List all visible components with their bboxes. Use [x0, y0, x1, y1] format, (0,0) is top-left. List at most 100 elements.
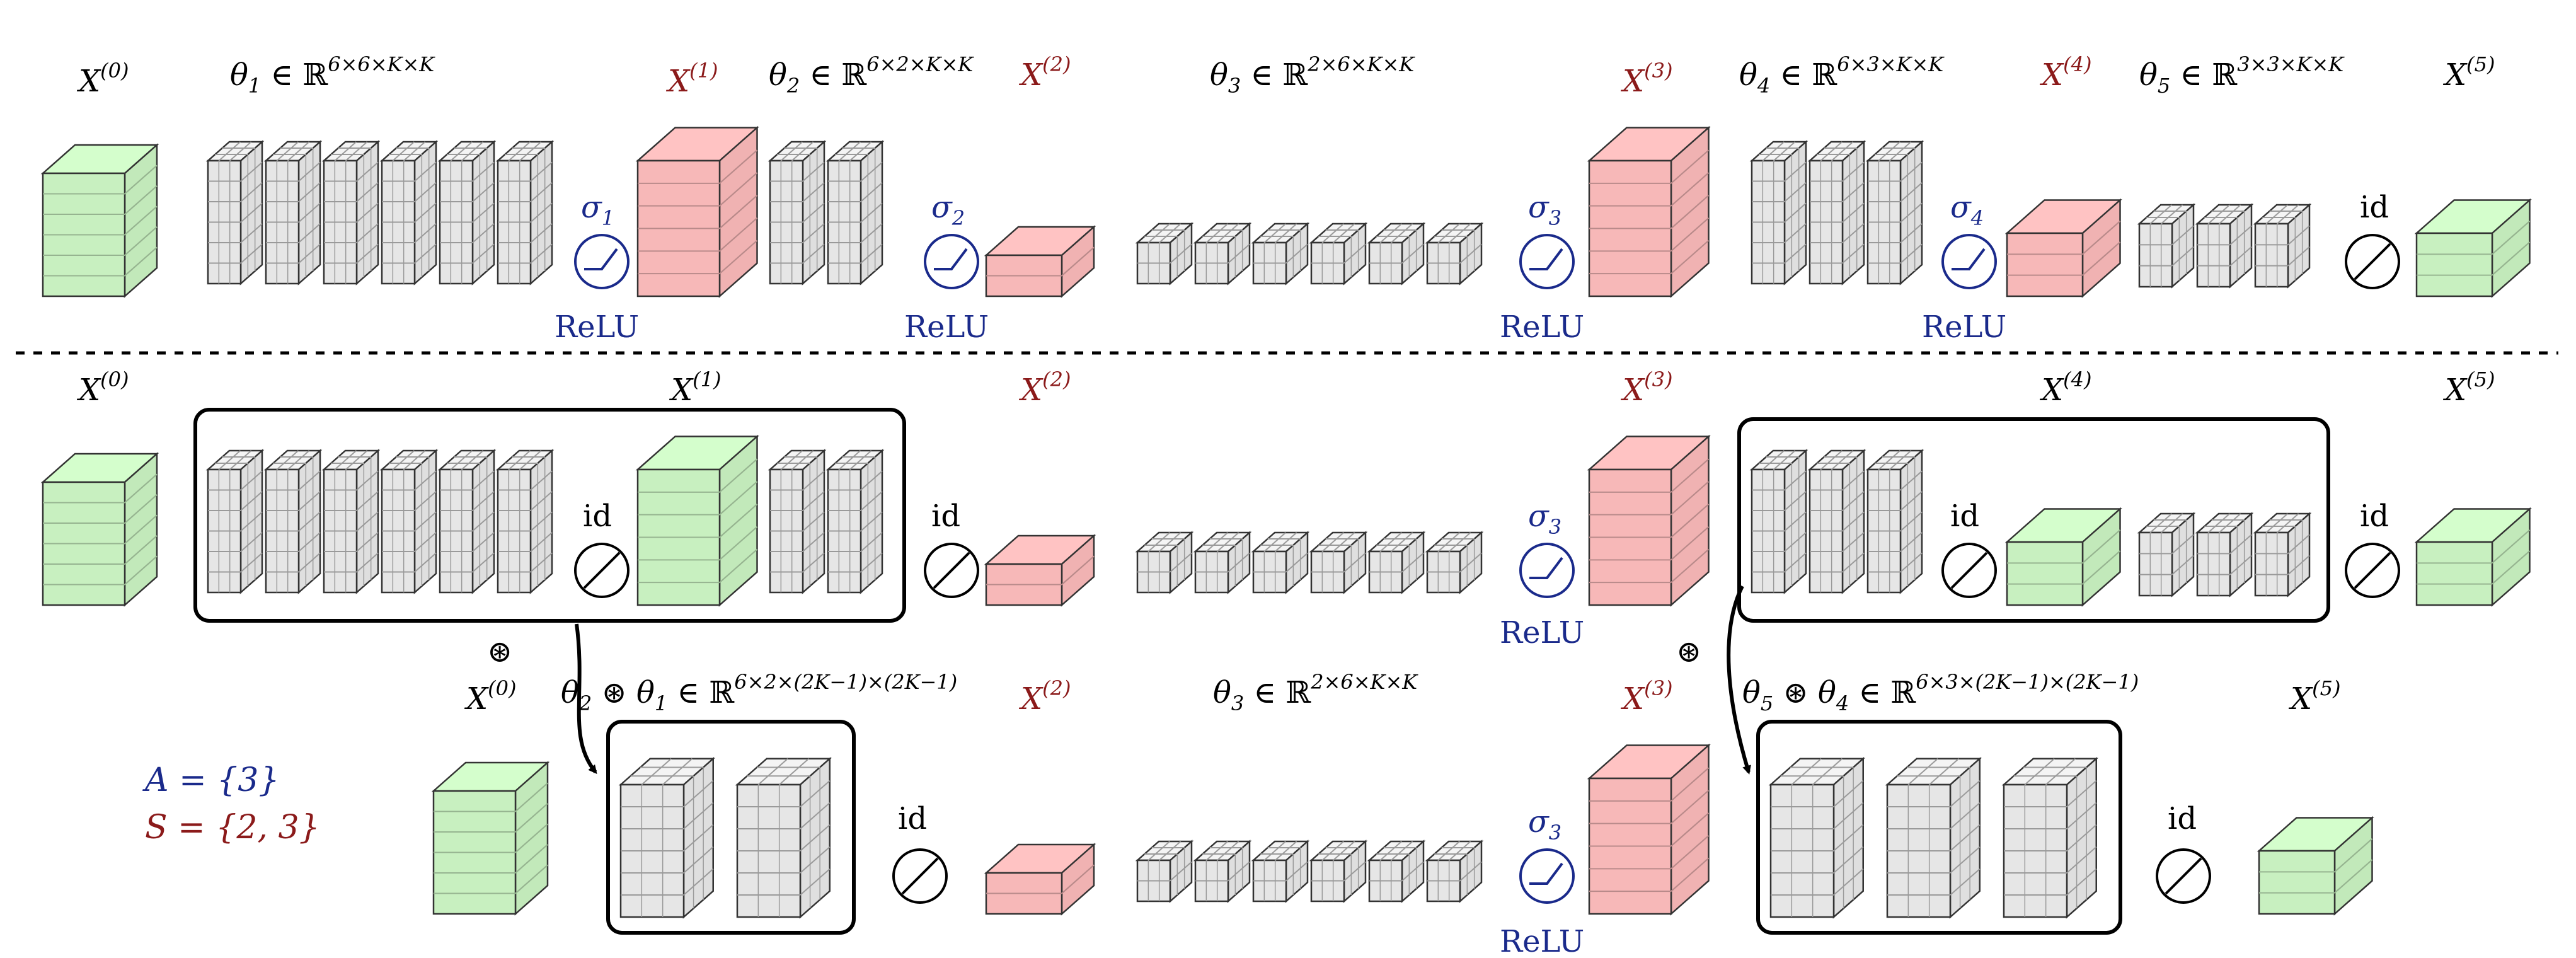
row2-x3-tensor: [1587, 434, 1711, 607]
row2-theta1-kernel-1: [205, 449, 265, 594]
row2-x5-label: X(5): [2442, 367, 2495, 408]
legend-pruned-set: S = {2, 3}: [145, 809, 320, 846]
row2-id2-icon: [924, 543, 979, 598]
row1-theta1-kernel-4: [379, 140, 439, 286]
row1-theta3-kernel-3: [1251, 222, 1310, 286]
row1-theta4-kernel-2: [1807, 140, 1866, 286]
row1-theta5-kernel-1: [2137, 203, 2196, 289]
row3-theta3-kernel-1: [1135, 840, 1194, 903]
row2-id4-icon: [2345, 543, 2400, 598]
row1-theta1-kernel-3: [321, 140, 381, 286]
row2-id1-label: id: [583, 499, 612, 534]
row1-sigma3-label: σ3: [1528, 190, 1561, 230]
row1-theta3-kernel-5: [1367, 222, 1426, 286]
row3-id2-label: id: [2168, 801, 2197, 836]
row3-conv-op-left: ⊛: [487, 634, 512, 669]
row2-relu-label: ReLU: [1500, 615, 1584, 650]
row1-x0-label: X(0): [76, 59, 129, 99]
row1-relu4-icon: [1941, 234, 1997, 289]
row3-id2-icon: [2156, 848, 2211, 904]
row2-theta4-kernel-2: [1807, 449, 1866, 594]
row2-sigma3-label: σ3: [1528, 499, 1561, 539]
row3-x2-label: X(2): [1018, 676, 1071, 717]
row2-theta5-kernel-3: [2253, 512, 2312, 597]
row3-x3-tensor: [1587, 743, 1711, 916]
row1-theta3-kernel-1: [1135, 222, 1194, 286]
row1-theta1-kernel-2: [263, 140, 323, 286]
row3-theta21-label: θ2 ⊛ θ1 ∈ ℝ6×2×(2K−1)×(2K−1): [561, 670, 957, 715]
row2-x0-label: X(0): [76, 367, 129, 408]
row2-theta5-kernel-1: [2137, 512, 2196, 597]
row1-theta1-kernel-1: [205, 140, 265, 286]
row3-relu-label: ReLU: [1500, 924, 1584, 958]
row1-theta3-kernel-4: [1309, 222, 1368, 286]
row3-theta21-kernel-1: [618, 756, 716, 919]
row3-merged-kernel-group-right: [1756, 720, 2122, 935]
row3-x5-label: X(5): [2288, 676, 2341, 717]
row1-theta2-kernel-1: [768, 140, 827, 286]
row3-theta3-kernel-3: [1251, 840, 1310, 903]
row3-conv-op-right: ⊛: [1676, 634, 1701, 669]
row1-x3-tensor: [1587, 125, 1711, 298]
row2-x5-tensor: [2414, 507, 2532, 607]
row2-x2-label: X(2): [1018, 367, 1071, 408]
row3-x5-tensor: [2257, 816, 2374, 916]
row2-theta3-kernel-2: [1193, 531, 1252, 594]
row3-theta21-kernel-2: [735, 756, 832, 919]
row2-id2-label: id: [931, 499, 960, 534]
row3-theta54-kernel-2: [1885, 756, 1982, 919]
row3-theta3-kernel-4: [1309, 840, 1368, 903]
row1-x3-label: X(3): [1620, 59, 1673, 99]
row1-theta4-label: θ4 ∈ ℝ6×3×K×K: [1739, 52, 1945, 98]
row3-x0-tensor: [431, 761, 550, 916]
row1-sigma2-label: σ2: [931, 190, 965, 230]
row2-x1-tensor: [635, 434, 759, 607]
row2-x3-label: X(3): [1620, 367, 1673, 408]
row1-theta1-label: θ1 ∈ ℝ6×6×K×K: [230, 52, 435, 98]
row1-theta4-kernel-1: [1749, 140, 1808, 286]
row1-x1-tensor: [635, 125, 759, 298]
row2-id1-icon: [574, 543, 630, 598]
row3-merged-kernel-group-left: [606, 720, 856, 935]
row3-relu-icon: [1519, 848, 1575, 904]
row1-theta4-kernel-3: [1865, 140, 1924, 286]
row3-theta54-label: θ5 ⊛ θ4 ∈ ℝ6×3×(2K−1)×(2K−1): [1742, 670, 2139, 715]
row3-sigma3-label: σ3: [1528, 804, 1561, 845]
row1-relu2-label: ReLU: [904, 309, 989, 345]
row2-x1-label: X(1): [669, 367, 722, 408]
row3-theta3-label: θ3 ∈ ℝ2×6×K×K: [1213, 670, 1418, 715]
row1-theta1-kernel-6: [495, 140, 555, 286]
row2-x4-label: X(4): [2039, 367, 2092, 408]
row1-relu1-icon: [574, 234, 630, 289]
row2-x4-tensor: [2004, 507, 2122, 607]
row1-theta5-kernel-2: [2195, 203, 2254, 289]
row3-theta3-kernel-5: [1367, 840, 1426, 903]
row1-theta2-label: θ2 ∈ ℝ6×2×K×K: [769, 52, 974, 98]
row2-theta2-kernel-1: [768, 449, 827, 594]
row2-id3-icon: [1941, 543, 1997, 598]
row1-theta3-kernel-2: [1193, 222, 1252, 286]
row1-x2-tensor: [984, 225, 1096, 298]
row1-sigma1-label: σ1: [581, 190, 614, 230]
row1-theta5-label: θ5 ∈ ℝ3×3×K×K: [2139, 52, 2345, 98]
row2-theta4-kernel-3: [1865, 449, 1924, 594]
row3-theta54-kernel-1: [1768, 756, 1866, 919]
row3-theta54-kernel-3: [2001, 756, 2099, 919]
row2-theta1-kernel-3: [321, 449, 381, 594]
row2-theta1-kernel-5: [437, 449, 497, 594]
row2-theta3-kernel-4: [1309, 531, 1368, 594]
row2-x0-tensor: [40, 452, 159, 607]
row3-theta3-kernel-2: [1193, 840, 1252, 903]
row2-theta3-kernel-3: [1251, 531, 1310, 594]
row3-x3-label: X(3): [1620, 676, 1673, 717]
row2-id3-label: id: [1950, 499, 1979, 534]
row2-theta1-kernel-6: [495, 449, 555, 594]
row1-relu4-label: ReLU: [1922, 309, 2006, 345]
row2-merge-group-left: [193, 408, 906, 623]
row2-theta3-kernel-1: [1135, 531, 1194, 594]
legend-active-set: A = {3}: [142, 761, 279, 799]
row1-sigma4-label: σ4: [1950, 190, 1984, 230]
row3-id1-label: id: [898, 801, 927, 836]
row3-id1-icon: [892, 848, 948, 904]
row1-theta1-kernel-5: [437, 140, 497, 286]
